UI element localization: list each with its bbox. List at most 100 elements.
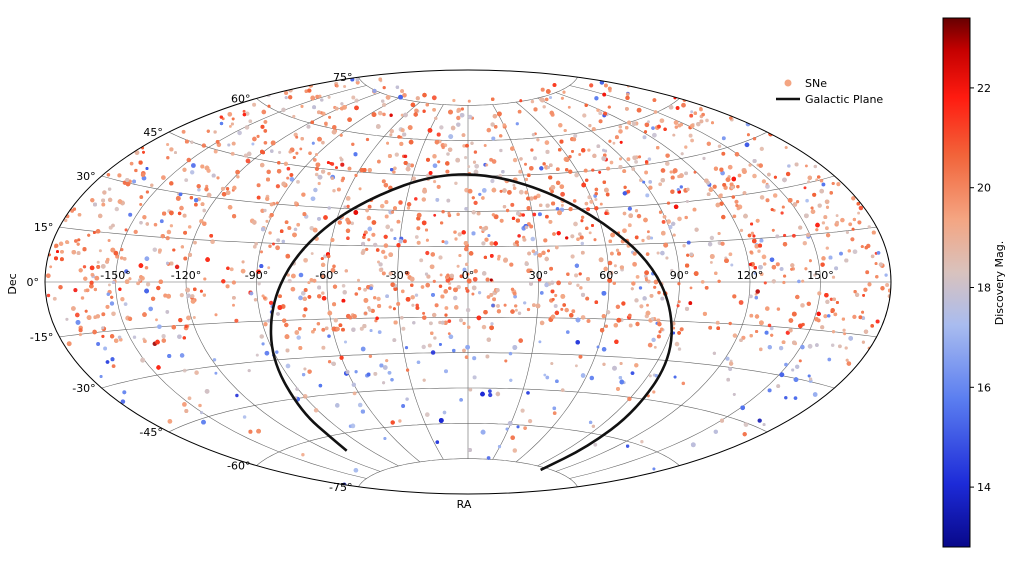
sne-point bbox=[182, 213, 187, 218]
sne-point bbox=[793, 396, 798, 400]
sne-point bbox=[741, 335, 746, 340]
sne-point bbox=[89, 265, 95, 271]
dec-tick-label: 75° bbox=[333, 71, 353, 84]
sne-point bbox=[401, 404, 406, 408]
sne-point bbox=[673, 375, 677, 379]
sne-point bbox=[124, 269, 129, 274]
sne-point bbox=[490, 322, 494, 326]
sne-point bbox=[456, 115, 461, 121]
sne-point bbox=[456, 284, 461, 290]
sne-point bbox=[658, 210, 663, 214]
sne-point bbox=[444, 240, 449, 245]
sne-point bbox=[179, 205, 184, 211]
sne-point bbox=[728, 367, 733, 371]
legend-sne-marker bbox=[784, 79, 792, 87]
sne-point bbox=[378, 77, 383, 82]
sne-point bbox=[184, 178, 189, 183]
sne-point bbox=[82, 265, 87, 269]
sne-point bbox=[807, 343, 813, 349]
meridian-line bbox=[326, 101, 421, 463]
sne-point bbox=[467, 99, 471, 103]
sne-point bbox=[227, 205, 233, 210]
sne-point bbox=[235, 169, 240, 175]
sne-point bbox=[793, 377, 799, 382]
sne-point bbox=[732, 392, 736, 396]
sne-point bbox=[800, 303, 805, 308]
sne-point bbox=[601, 290, 607, 296]
sne-point bbox=[447, 332, 451, 335]
sne-point bbox=[214, 371, 218, 375]
sne-point bbox=[439, 273, 443, 277]
sne-point bbox=[623, 185, 627, 189]
dec-tick-label: -60° bbox=[227, 460, 250, 473]
sne-point bbox=[810, 209, 816, 214]
sne-point bbox=[289, 173, 294, 177]
sne-point bbox=[589, 83, 594, 88]
sne-point bbox=[552, 406, 557, 411]
sne-point bbox=[618, 165, 623, 170]
sne-point bbox=[875, 319, 880, 324]
sne-point bbox=[670, 189, 675, 194]
sne-point bbox=[576, 237, 580, 241]
sne-point bbox=[717, 279, 721, 283]
sne-point bbox=[550, 289, 555, 294]
sne-point bbox=[465, 344, 470, 350]
sne-point bbox=[650, 236, 654, 240]
sne-point bbox=[798, 359, 802, 363]
sne-point bbox=[385, 359, 389, 363]
sne-point bbox=[672, 168, 678, 174]
sne-point bbox=[323, 254, 328, 259]
sne-point bbox=[659, 118, 665, 124]
sne-point bbox=[332, 264, 336, 268]
sne-point bbox=[604, 83, 608, 88]
sne-point bbox=[709, 260, 713, 264]
sne-point bbox=[425, 103, 429, 107]
sne-point bbox=[459, 398, 463, 402]
sne-point bbox=[481, 196, 485, 200]
sne-point bbox=[524, 261, 529, 267]
sne-point bbox=[542, 105, 546, 109]
sne-point bbox=[144, 288, 149, 294]
sne-point bbox=[795, 364, 800, 369]
sne-point bbox=[237, 130, 242, 136]
sne-point bbox=[245, 158, 251, 164]
sne-point bbox=[122, 390, 127, 395]
sne-point bbox=[351, 142, 355, 147]
sne-point bbox=[471, 285, 477, 291]
sne-point bbox=[636, 213, 642, 219]
sne-point bbox=[252, 244, 257, 249]
sne-point bbox=[656, 251, 660, 255]
sne-point bbox=[657, 290, 661, 295]
meridian-line bbox=[555, 92, 751, 472]
sne-point bbox=[523, 162, 528, 166]
sne-point bbox=[712, 351, 717, 355]
sne-point bbox=[576, 283, 580, 287]
sne-point bbox=[681, 102, 686, 108]
sne-point bbox=[311, 141, 315, 145]
sne-point bbox=[645, 310, 651, 316]
sne-point bbox=[533, 107, 538, 112]
sne-point bbox=[405, 397, 409, 401]
sne-point bbox=[366, 215, 372, 221]
sne-point bbox=[256, 195, 261, 200]
sne-point bbox=[627, 223, 632, 228]
sne-point bbox=[773, 175, 777, 179]
sne-point bbox=[680, 152, 684, 156]
sne-point bbox=[377, 260, 380, 264]
sne-point bbox=[367, 226, 373, 232]
sne-point bbox=[755, 329, 759, 334]
sne-point bbox=[527, 173, 531, 178]
sne-point bbox=[864, 245, 869, 250]
sne-point bbox=[632, 155, 637, 161]
sne-point bbox=[693, 271, 699, 276]
sne-point bbox=[406, 206, 411, 210]
sne-point bbox=[200, 164, 205, 169]
sne-point bbox=[422, 188, 427, 194]
sne-point bbox=[690, 442, 696, 448]
sne-point bbox=[232, 185, 237, 191]
sne-point bbox=[452, 98, 456, 103]
sne-point bbox=[497, 445, 502, 449]
sne-point bbox=[390, 228, 394, 232]
sne-point bbox=[471, 292, 475, 296]
sne-point bbox=[86, 315, 92, 320]
